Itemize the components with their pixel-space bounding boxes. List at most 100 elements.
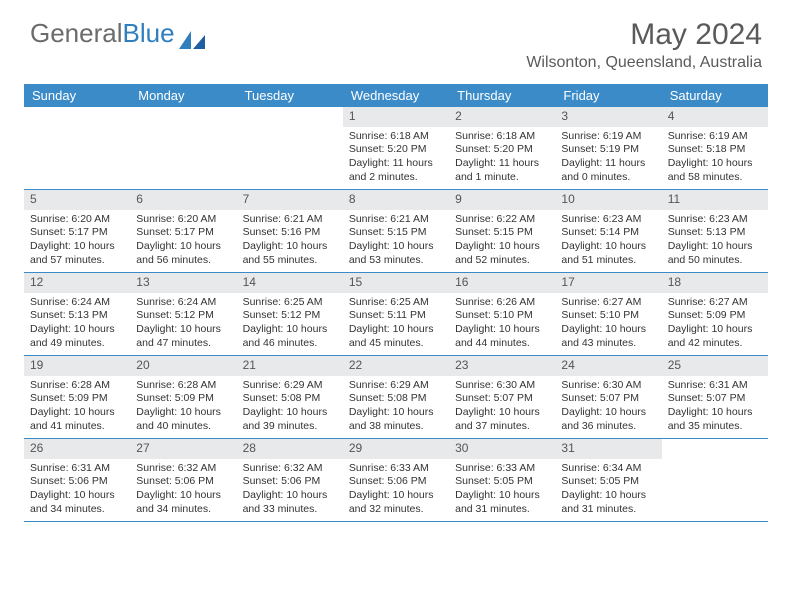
day-cell: 30Sunrise: 6:33 AMSunset: 5:05 PMDayligh… — [449, 439, 555, 521]
day-number: 12 — [24, 273, 130, 293]
day-line: Sunset: 5:13 PM — [668, 226, 762, 240]
day-cell: 24Sunrise: 6:30 AMSunset: 5:07 PMDayligh… — [555, 356, 661, 438]
day-cell: 11Sunrise: 6:23 AMSunset: 5:13 PMDayligh… — [662, 190, 768, 272]
day-cell — [24, 107, 130, 189]
day-body: Sunrise: 6:20 AMSunset: 5:17 PMDaylight:… — [130, 210, 236, 272]
day-body: Sunrise: 6:33 AMSunset: 5:06 PMDaylight:… — [343, 459, 449, 521]
day-number: 11 — [662, 190, 768, 210]
day-body: Sunrise: 6:20 AMSunset: 5:17 PMDaylight:… — [24, 210, 130, 272]
day-body: Sunrise: 6:33 AMSunset: 5:05 PMDaylight:… — [449, 459, 555, 521]
day-line: Sunset: 5:07 PM — [561, 392, 655, 406]
day-line: Daylight: 10 hours — [243, 323, 337, 337]
day-cell — [662, 439, 768, 521]
day-number: 15 — [343, 273, 449, 293]
week-row: 12 Sunrise: 6:24 AMSunset: 5:13 PM Dayligh… — [24, 273, 768, 356]
day-body: Sunrise: 6:27 AMSunset: 5:10 PMDaylight:… — [555, 293, 661, 355]
day-cell: 3Sunrise: 6:19 AMSunset: 5:19 PMDaylight… — [555, 107, 661, 189]
day-line: Sunrise: 6:19 AM — [668, 130, 762, 144]
day-line: Daylight: 11 hours — [349, 157, 443, 171]
day-line: Daylight: 11 hours — [561, 157, 655, 171]
day-line: Sunset: 5:08 PM — [349, 392, 443, 406]
day-line: Sunrise: 6:24 AM — [30, 296, 124, 310]
day-body: Sunrise: 6:29 AMSunset: 5:08 PMDaylight:… — [343, 376, 449, 438]
day-cell: 4Sunrise: 6:19 AMSunset: 5:18 PMDaylight… — [662, 107, 768, 189]
day-number: 26 — [24, 439, 130, 459]
day-line: and 57 minutes. — [30, 254, 124, 268]
day-line: Sunset: 5:06 PM — [136, 475, 230, 489]
day-line: and 0 minutes. — [561, 171, 655, 185]
day-line: Sunrise: 6:22 AM — [455, 213, 549, 227]
day-line: Daylight: 10 hours — [136, 406, 230, 420]
day-line: Sunrise: 6:31 AM — [668, 379, 762, 393]
day-line: Sunrise: 6:27 AM — [668, 296, 762, 310]
day-cell: 21Sunrise: 6:29 AMSunset: 5:08 PMDayligh… — [237, 356, 343, 438]
day-line: Daylight: 10 hours — [668, 406, 762, 420]
day-number: 8 — [343, 190, 449, 210]
day-line: Daylight: 10 hours — [30, 240, 124, 254]
day-line: Sunset: 5:07 PM — [455, 392, 549, 406]
title-block: May 2024 Wilsonton, Queensland, Australi… — [526, 18, 762, 72]
day-cell: 16Sunrise: 6:26 AMSunset: 5:10 PMDayligh… — [449, 273, 555, 355]
day-cell: 7Sunrise: 6:21 AMSunset: 5:16 PMDaylight… — [237, 190, 343, 272]
day-line: Daylight: 10 hours — [455, 240, 549, 254]
day-line: and 58 minutes. — [668, 171, 762, 185]
day-body: Sunrise: 6:29 AMSunset: 5:08 PMDaylight:… — [237, 376, 343, 438]
day-header: Monday — [130, 84, 236, 107]
day-line: Sunset: 5:05 PM — [561, 475, 655, 489]
day-body: Sunrise: 6:19 AMSunset: 5:19 PMDaylight:… — [555, 127, 661, 189]
day-line: Daylight: 10 hours — [349, 240, 443, 254]
day-line: and 34 minutes. — [136, 503, 230, 517]
day-number: 21 — [237, 356, 343, 376]
day-line: Sunset: 5:12 PM — [243, 309, 337, 323]
day-cell: 22Sunrise: 6:29 AMSunset: 5:08 PMDayligh… — [343, 356, 449, 438]
day-line: Sunset: 5:09 PM — [136, 392, 230, 406]
day-body: Sunrise: 6:25 AMSunset: 5:12 PMDaylight:… — [237, 293, 343, 355]
day-line: Sunrise: 6:25 AM — [349, 296, 443, 310]
day-number: 13 — [130, 273, 236, 293]
day-cell: 27Sunrise: 6:32 AMSunset: 5:06 PMDayligh… — [130, 439, 236, 521]
day-line: and 47 minutes. — [136, 337, 230, 351]
day-number: 28 — [237, 439, 343, 459]
day-number: 25 — [662, 356, 768, 376]
day-line: and 38 minutes. — [349, 420, 443, 434]
logo-text-part2: Blue — [123, 18, 175, 49]
day-line: Daylight: 10 hours — [349, 406, 443, 420]
day-line: Daylight: 10 hours — [455, 406, 549, 420]
day-line: Sunrise: 6:33 AM — [455, 462, 549, 476]
day-line: Daylight: 10 hours — [668, 240, 762, 254]
day-headers-row: SundayMondayTuesdayWednesdayThursdayFrid… — [24, 84, 768, 107]
day-line: and 32 minutes. — [349, 503, 443, 517]
day-body: Sunrise: 6:18 AMSunset: 5:20 PMDaylight:… — [449, 127, 555, 189]
day-line: and 36 minutes. — [561, 420, 655, 434]
day-line: Sunrise: 6:31 AM — [30, 462, 124, 476]
day-line: Sunrise: 6:20 AM — [136, 213, 230, 227]
day-line: Sunrise: 6:27 AM — [561, 296, 655, 310]
day-line: Sunrise: 6:26 AM — [455, 296, 549, 310]
day-body: Sunrise: 6:18 AMSunset: 5:20 PMDaylight:… — [343, 127, 449, 189]
day-line: Daylight: 10 hours — [349, 323, 443, 337]
day-number: 9 — [449, 190, 555, 210]
day-line: Sunset: 5:20 PM — [455, 143, 549, 157]
day-header: Saturday — [662, 84, 768, 107]
day-cell: 19Sunrise: 6:28 AMSunset: 5:09 PMDayligh… — [24, 356, 130, 438]
day-line: Sunset: 5:06 PM — [349, 475, 443, 489]
day-cell: 20Sunrise: 6:28 AMSunset: 5:09 PMDayligh… — [130, 356, 236, 438]
day-line: Daylight: 10 hours — [455, 323, 549, 337]
day-body: Sunrise: 6:25 AMSunset: 5:11 PMDaylight:… — [343, 293, 449, 355]
day-line: Sunset: 5:16 PM — [243, 226, 337, 240]
day-line: Sunset: 5:06 PM — [243, 475, 337, 489]
day-number: 7 — [237, 190, 343, 210]
day-cell: 10Sunrise: 6:23 AMSunset: 5:14 PMDayligh… — [555, 190, 661, 272]
day-line: Daylight: 10 hours — [243, 406, 337, 420]
logo: GeneralBlue — [30, 18, 205, 49]
day-line: Sunset: 5:05 PM — [455, 475, 549, 489]
day-line: Sunset: 5:08 PM — [243, 392, 337, 406]
day-line: Daylight: 10 hours — [30, 406, 124, 420]
day-line: Sunrise: 6:32 AM — [136, 462, 230, 476]
day-line: Sunset: 5:13 PM — [30, 309, 124, 323]
day-header: Wednesday — [343, 84, 449, 107]
day-line: Sunset: 5:14 PM — [561, 226, 655, 240]
day-line: Sunrise: 6:25 AM — [243, 296, 337, 310]
day-body: Sunrise: 6:30 AMSunset: 5:07 PMDaylight:… — [555, 376, 661, 438]
day-cell: 6Sunrise: 6:20 AMSunset: 5:17 PMDaylight… — [130, 190, 236, 272]
